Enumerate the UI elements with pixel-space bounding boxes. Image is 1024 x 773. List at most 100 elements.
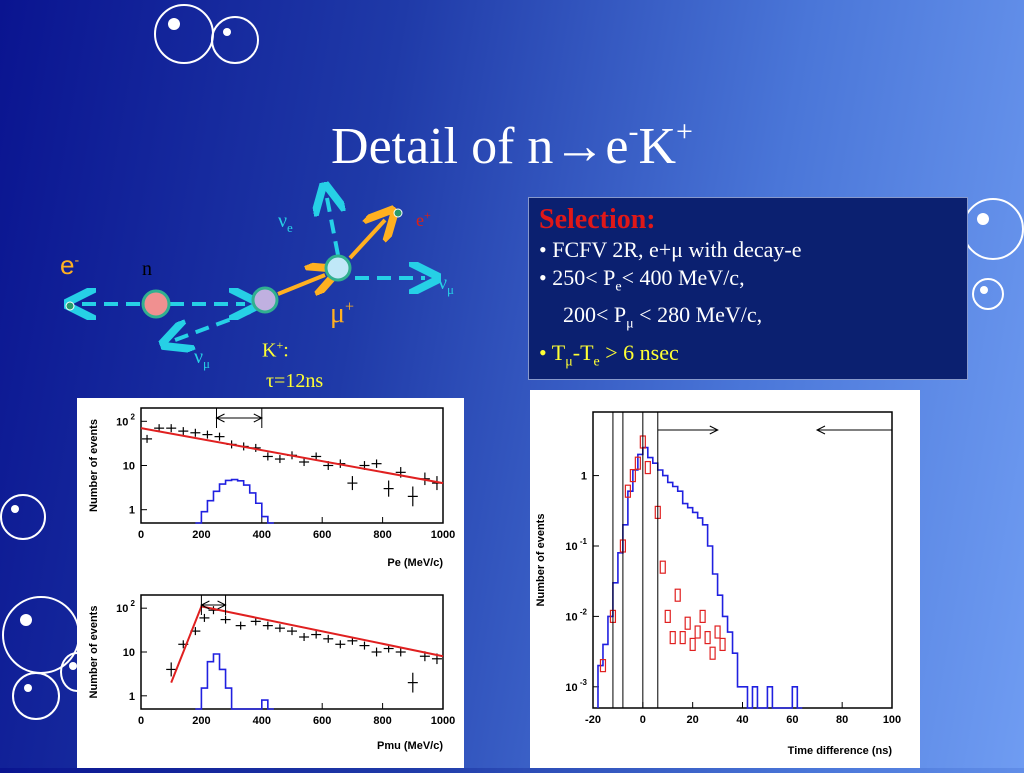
y-tick-label: 10 -1	[565, 537, 587, 553]
x-tick-label: 100	[883, 714, 901, 726]
bubble-decoration	[12, 672, 60, 720]
x-tick-label: 40	[736, 714, 748, 726]
mc-histogram	[597, 446, 803, 709]
electron-dot	[65, 301, 75, 311]
x-tick-label: 600	[313, 715, 331, 727]
y-axis-label: Number of events	[88, 606, 100, 699]
title-arrow: →	[553, 118, 606, 175]
y-axis-label: Number of events	[535, 514, 547, 607]
x-tick-label: 400	[253, 715, 271, 727]
data-box	[669, 630, 676, 645]
title-electron: e	[605, 118, 629, 175]
neutrino-e-arrow	[327, 198, 338, 256]
data-box	[719, 637, 726, 652]
data-box	[709, 646, 716, 660]
data-box	[689, 637, 696, 652]
window-arrowhead	[815, 425, 826, 435]
window-arrowhead	[217, 600, 227, 610]
window-arrowhead	[253, 413, 263, 423]
data-box	[714, 625, 721, 639]
x-tick-label: 800	[373, 715, 391, 727]
x-axis-label: Pmu (MeV/c)	[377, 740, 443, 752]
data-box	[679, 630, 686, 645]
y-tick-label: 1	[581, 471, 587, 483]
bubble-decoration	[962, 198, 1024, 260]
label-muon: μ+	[330, 298, 355, 329]
label-tau: τ=12ns	[266, 370, 324, 392]
selection-line-1: • FCFV 2R, e+μ with decay-e	[539, 237, 802, 262]
y-tick-label: 10 2	[116, 599, 135, 615]
window-arrowhead	[215, 413, 225, 423]
selection-line-2: • 250< Pe< 400 MeV/c,	[539, 265, 745, 295]
selection-box: Selection: • FCFV 2R, e+μ with decay-e •…	[528, 197, 968, 380]
positron-dot	[393, 208, 403, 218]
window-arrowhead	[709, 425, 719, 435]
fit-line	[170, 605, 444, 683]
x-tick-label: 1000	[431, 715, 455, 727]
window-arrowhead	[200, 600, 210, 610]
plot-frame	[140, 407, 444, 524]
label-neutrino-mu-2: νμ	[438, 272, 455, 297]
title-electron-charge: -	[628, 115, 639, 148]
muon-arrow	[277, 275, 325, 296]
selection-line-4: • Tμ-Te > 6 nsec	[539, 339, 679, 370]
selection-line-3: 200< Pμ < 280 MeV/c,	[563, 302, 763, 332]
x-axis-label: Pe (MeV/c)	[387, 557, 443, 569]
data-box	[659, 560, 666, 574]
x-tick-label: 0	[138, 715, 144, 727]
x-tick-label: 800	[373, 529, 391, 541]
mc-histogram	[195, 653, 274, 710]
neutrino-mu-arrow-1	[175, 310, 251, 340]
data-box	[694, 625, 701, 639]
x-tick-label: 400	[253, 529, 271, 541]
y-tick-label: 1	[129, 691, 135, 703]
y-tick-label: 1	[129, 505, 135, 517]
slide-title: Detail of n→e-K+	[0, 102, 1024, 177]
momentum-plots-panel: 0 200 400 600 800 1000 1 10 10 2 Pe (MeV/c) Number…	[77, 398, 464, 768]
label-neutrino-mu-1: νμ	[194, 346, 211, 371]
label-positron: e+	[416, 208, 431, 230]
data-box	[599, 659, 607, 673]
x-tick-label: 200	[192, 529, 210, 541]
positron-arrow	[348, 220, 385, 260]
pmu-histogram: 0 200 400 600 800 1000 1 10 10 2 Pmu (MeV/c) Numbe…	[88, 594, 455, 752]
y-tick-label: 10 -3	[565, 678, 587, 694]
neutron-ball	[141, 289, 171, 319]
bubble-decoration	[0, 494, 46, 540]
data-box	[674, 588, 681, 602]
data-box	[624, 484, 631, 498]
fit-line	[140, 427, 444, 485]
data-box	[664, 609, 671, 623]
selection-title: Selection:	[539, 204, 656, 235]
time-difference-histogram: -20 0 20 40 60 80 100 10 -3 10 -2 10 -1 1 Time diff…	[535, 411, 901, 757]
y-tick-label: 10	[123, 647, 135, 659]
y-tick-label: 10 2	[116, 412, 135, 428]
y-axis-label: Number of events	[88, 419, 100, 512]
bubble-decoration	[154, 4, 214, 64]
x-tick-label: -20	[585, 714, 601, 726]
y-tick-label: 10	[123, 461, 135, 473]
data-box	[629, 468, 636, 483]
time-difference-panel: -20 0 20 40 60 80 100 10 -3 10 -2 10 -1 1 Time diff…	[530, 390, 920, 768]
data-box	[684, 616, 691, 630]
x-axis-label: Time difference (ns)	[788, 745, 893, 757]
label-electron: e-	[60, 250, 80, 280]
label-neutrino-e: νe	[278, 210, 293, 235]
mc-histogram	[195, 478, 274, 524]
x-tick-label: 20	[687, 714, 699, 726]
title-kaon: K	[638, 118, 677, 175]
bubble-decoration	[211, 16, 259, 64]
data-box	[634, 456, 641, 470]
x-tick-label: 200	[192, 715, 210, 727]
label-kaon: K+:	[262, 338, 289, 362]
x-tick-label: 0	[640, 714, 646, 726]
x-tick-label: 80	[836, 714, 848, 726]
x-tick-label: 600	[313, 529, 331, 541]
bubble-decoration	[972, 278, 1004, 310]
data-box	[699, 609, 706, 623]
data-box	[644, 460, 651, 475]
pe-histogram: 0 200 400 600 800 1000 1 10 10 2 Pe (MeV/c) Number…	[88, 407, 455, 569]
data-box	[704, 630, 711, 645]
title-kaon-charge: +	[676, 115, 693, 148]
title-main: Detail of n	[331, 118, 554, 175]
